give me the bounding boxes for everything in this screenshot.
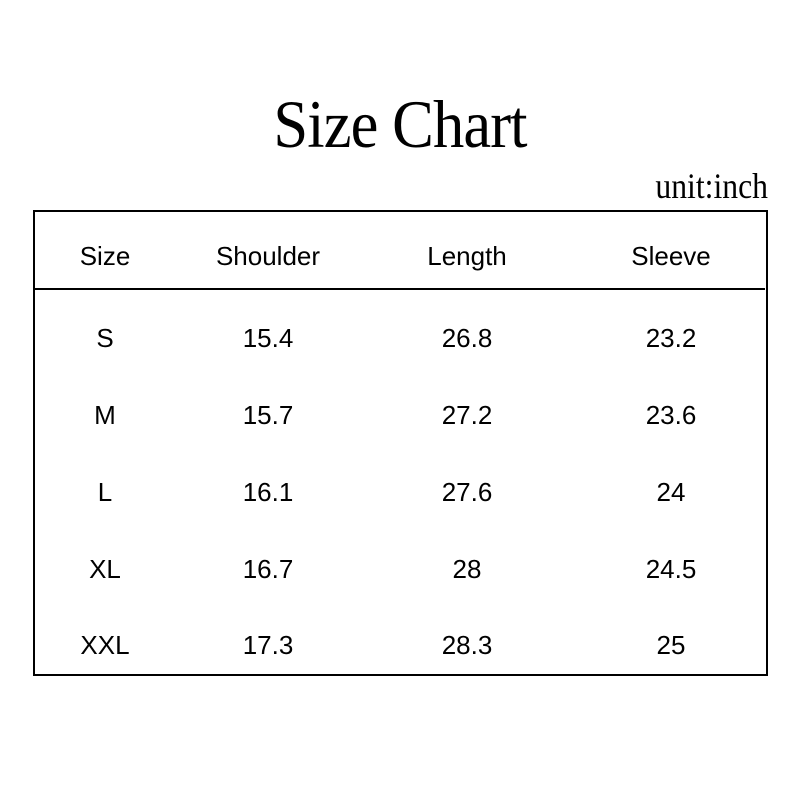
header-divider	[35, 288, 765, 290]
column-header: Sleeve	[631, 241, 711, 271]
table-cell: XL	[89, 554, 121, 584]
table-cell: S	[96, 323, 114, 353]
table-cell: 28.3	[441, 630, 493, 660]
page-title: Size Chart	[273, 86, 527, 162]
table-cell: 16.1	[242, 477, 294, 507]
column-header: Length	[427, 241, 507, 271]
size-table: Size Shoulder Length Sleeve S 15.4 26.8 23.2 M 15…	[33, 210, 768, 676]
unit-label: unit:inch	[655, 166, 768, 206]
table-cell: 23.2	[645, 323, 697, 353]
table-cell: 15.4	[242, 323, 294, 353]
table-cell: 24	[656, 477, 686, 507]
table-cell: 26.8	[441, 323, 493, 353]
column-header: Size	[79, 241, 131, 271]
table-cell: 25	[656, 630, 686, 660]
table-cell: 17.3	[242, 630, 294, 660]
table-cell: 23.6	[645, 400, 697, 430]
table-cell: 15.7	[242, 400, 294, 430]
column-header: Shoulder	[215, 241, 321, 271]
table-cell: 27.6	[441, 477, 493, 507]
table-cell: XXL	[80, 630, 130, 660]
table-cell: M	[94, 400, 116, 430]
table-cell: L	[97, 477, 113, 507]
table-cell: 16.7	[242, 554, 294, 584]
table-cell: 28	[452, 554, 482, 584]
table-cell: 24.5	[645, 554, 697, 584]
table-cell: 27.2	[441, 400, 493, 430]
